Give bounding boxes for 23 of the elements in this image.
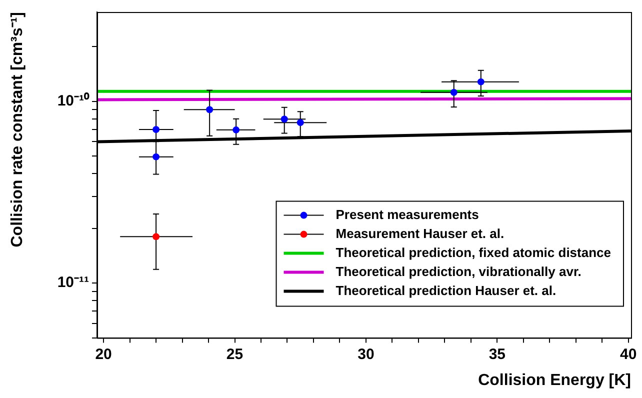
point bbox=[477, 78, 484, 86]
legend-label: Present measurements bbox=[336, 206, 479, 222]
x-tick-label: 30 bbox=[358, 346, 374, 363]
point bbox=[450, 88, 458, 96]
point bbox=[152, 126, 160, 133]
y-tick-label: 10⁻¹⁰ bbox=[57, 91, 90, 110]
legend-label: Theoretical prediction Hauser et. al. bbox=[336, 282, 556, 298]
x-tick-label: 40 bbox=[620, 346, 637, 363]
x-tick-label: 35 bbox=[488, 346, 506, 363]
point bbox=[206, 106, 214, 114]
x-axis-title: Collision Energy [K] bbox=[478, 372, 631, 389]
point bbox=[280, 116, 288, 123]
y-axis-title: Collision rate constant [cm³s⁻¹] bbox=[9, 12, 26, 248]
point bbox=[232, 126, 240, 134]
point bbox=[296, 119, 304, 126]
point bbox=[152, 153, 160, 160]
y-tick-label: 10⁻¹¹ bbox=[57, 274, 89, 292]
legend-label: Measurement Hauser et. al. bbox=[336, 226, 504, 241]
point bbox=[152, 233, 160, 240]
x-tick-label: 25 bbox=[226, 346, 244, 363]
legend-label: Theoretical prediction, fixed atomic distance bbox=[336, 244, 611, 260]
x-tick-label: 20 bbox=[95, 346, 112, 363]
legend-label: Theoretical prediction, vibrationally avr. bbox=[336, 264, 582, 279]
